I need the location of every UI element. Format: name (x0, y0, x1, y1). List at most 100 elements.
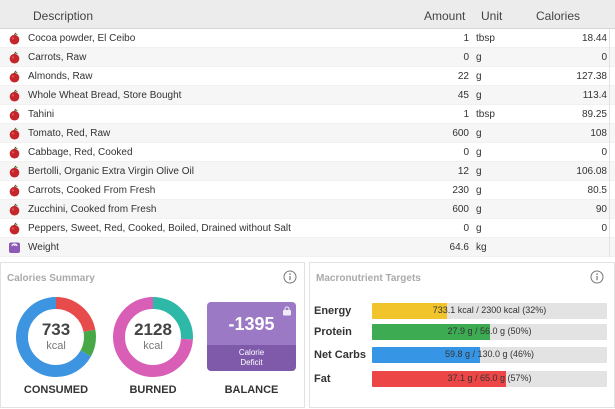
info-icon[interactable] (590, 270, 604, 284)
macronutrient-targets-title: Macronutrient Targets (316, 273, 421, 284)
macro-progress-text: 37.1 g / 65.0 g (57%) (447, 373, 532, 383)
macro-progress-text: 27.9 g / 56.0 g (50%) (447, 326, 532, 336)
header-calories[interactable]: Calories (536, 9, 581, 23)
table-row[interactable]: Cabbage, Red, Cooked 0 g 0 (0, 143, 615, 162)
table-row[interactable]: Carrots, Raw 0 g 0 (0, 48, 615, 67)
header-description[interactable]: Description (33, 9, 94, 23)
apple-icon (9, 89, 20, 102)
row-unit: g (476, 204, 482, 215)
header-amount[interactable]: Amount (424, 9, 466, 23)
apple-icon (9, 108, 20, 121)
burned-ring-chart (113, 297, 193, 377)
row-amount: 230 (452, 185, 469, 196)
row-divider (609, 143, 610, 162)
table-row[interactable]: Almonds, Raw 22 g 127.38 (0, 67, 615, 86)
burned-ring-center (125, 309, 181, 365)
row-divider (609, 162, 610, 181)
macro-name: Energy (314, 305, 352, 317)
row-description: Cabbage, Red, Cooked (28, 147, 133, 158)
macro-progress-bar[interactable]: 27.9 g / 56.0 g (50%) (372, 324, 607, 340)
balance-subtitle-line2: Deficit (240, 358, 263, 367)
row-amount: 45 (457, 90, 469, 101)
row-amount: 0 (463, 223, 469, 234)
header-unit[interactable]: Unit (481, 9, 503, 23)
macro-row: Protein 27.9 g / 56.0 g (50%) (310, 322, 615, 342)
macro-progress-bar[interactable]: 59.8 g / 130.0 g (46%) (372, 347, 607, 363)
row-calories: 89.25 (581, 109, 607, 120)
info-icon[interactable] (283, 270, 297, 284)
burned-unit: kcal (143, 340, 163, 352)
row-unit: g (476, 90, 482, 101)
row-unit: g (476, 166, 482, 177)
row-description: Carrots, Cooked From Fresh (28, 185, 156, 196)
row-amount: 0 (463, 52, 469, 63)
table-row[interactable]: Tomato, Red, Raw 600 g 108 (0, 124, 615, 143)
balance-subtitle-line1: Calorie (238, 348, 265, 357)
apple-icon (9, 32, 20, 45)
row-divider (609, 200, 610, 219)
balance-card-top (207, 302, 296, 345)
macronutrient-targets-panel: Macronutrient Targets Energy 733.1 kcal /… (309, 262, 615, 408)
row-description: Zucchini, Cooked from Fresh (28, 204, 157, 215)
table-row[interactable]: Cocoa powder, El Ceibo 1 tbsp 18.44 (0, 29, 615, 48)
table-row[interactable]: Peppers, Sweet, Red, Cooked, Boiled, Dra… (0, 219, 615, 238)
table-row[interactable]: Bertolli, Organic Extra Virgin Olive Oil… (0, 162, 615, 181)
row-description: Weight (28, 242, 59, 253)
row-calories: 18.44 (581, 33, 607, 44)
row-description: Peppers, Sweet, Red, Cooked, Boiled, Dra… (28, 223, 291, 234)
balance-card[interactable]: -1395 Calorie Deficit (207, 302, 296, 371)
macro-progress-fill (372, 303, 448, 319)
row-description: Whole Wheat Bread, Store Bought (28, 90, 182, 101)
table-row[interactable]: Weight 64.6 kg (0, 238, 615, 257)
table-row[interactable]: Carrots, Cooked From Fresh 230 g 80.5 (0, 181, 615, 200)
burned-value: 2128 (134, 320, 172, 339)
table-row[interactable]: Tahini 1 tbsp 89.25 (0, 105, 615, 124)
row-unit: g (476, 128, 482, 139)
row-divider (609, 219, 610, 238)
row-unit: g (476, 71, 482, 82)
calories-summary-title: Calories Summary (7, 273, 95, 284)
row-description: Carrots, Raw (28, 52, 87, 63)
row-unit: kg (476, 242, 487, 253)
scale-icon (9, 242, 20, 253)
consumed-ring-chart (16, 297, 96, 377)
row-divider (609, 238, 610, 257)
row-calories: 113.4 (582, 90, 607, 101)
row-divider (609, 86, 610, 105)
consumed-label: CONSUMED (23, 384, 89, 396)
lock-icon (283, 306, 291, 316)
balance-card-bottom (207, 345, 296, 371)
macro-progress-text: 733.1 kcal / 2300 kcal (32%) (432, 305, 547, 315)
macro-name: Net Carbs (314, 349, 366, 361)
row-description: Bertolli, Organic Extra Virgin Olive Oil (28, 166, 194, 177)
food-diary-table: Description Amount Unit Calories Cocoa p… (0, 0, 615, 257)
macro-progress-bar[interactable]: 37.1 g / 65.0 g (57%) (372, 371, 607, 387)
row-divider (609, 67, 610, 86)
table-row[interactable]: Whole Wheat Bread, Store Bought 45 g 113.4 (0, 86, 615, 105)
macro-progress-fill (372, 347, 481, 363)
row-divider (609, 48, 610, 67)
macro-row: Fat 37.1 g / 65.0 g (57%) (310, 369, 615, 389)
row-description: Tahini (28, 109, 55, 120)
table-row[interactable]: Zucchini, Cooked from Fresh 600 g 90 (0, 200, 615, 219)
macro-progress-fill (372, 324, 490, 340)
burned-label: BURNED (129, 384, 177, 396)
macro-name: Protein (314, 326, 352, 338)
row-amount: 0 (463, 147, 469, 158)
macro-progress-bar[interactable]: 733.1 kcal / 2300 kcal (32%) (372, 303, 607, 319)
row-amount: 600 (452, 128, 469, 139)
apple-icon (9, 203, 20, 216)
row-calories: 0 (601, 223, 607, 234)
row-description: Tomato, Red, Raw (28, 128, 111, 139)
calories-summary-panel: Calories Summary 733 kcal CONSUMED 2128 … (0, 262, 305, 408)
row-amount: 22 (457, 71, 469, 82)
consumed-unit: kcal (46, 340, 66, 352)
macro-name: Fat (314, 373, 331, 385)
table-header: Description Amount Unit Calories (0, 0, 615, 29)
apple-icon (9, 51, 20, 64)
row-calories: 0 (601, 52, 607, 63)
row-amount: 1 (463, 109, 469, 120)
row-calories: 0 (601, 147, 607, 158)
row-description: Almonds, Raw (28, 71, 93, 82)
apple-icon (9, 184, 20, 197)
